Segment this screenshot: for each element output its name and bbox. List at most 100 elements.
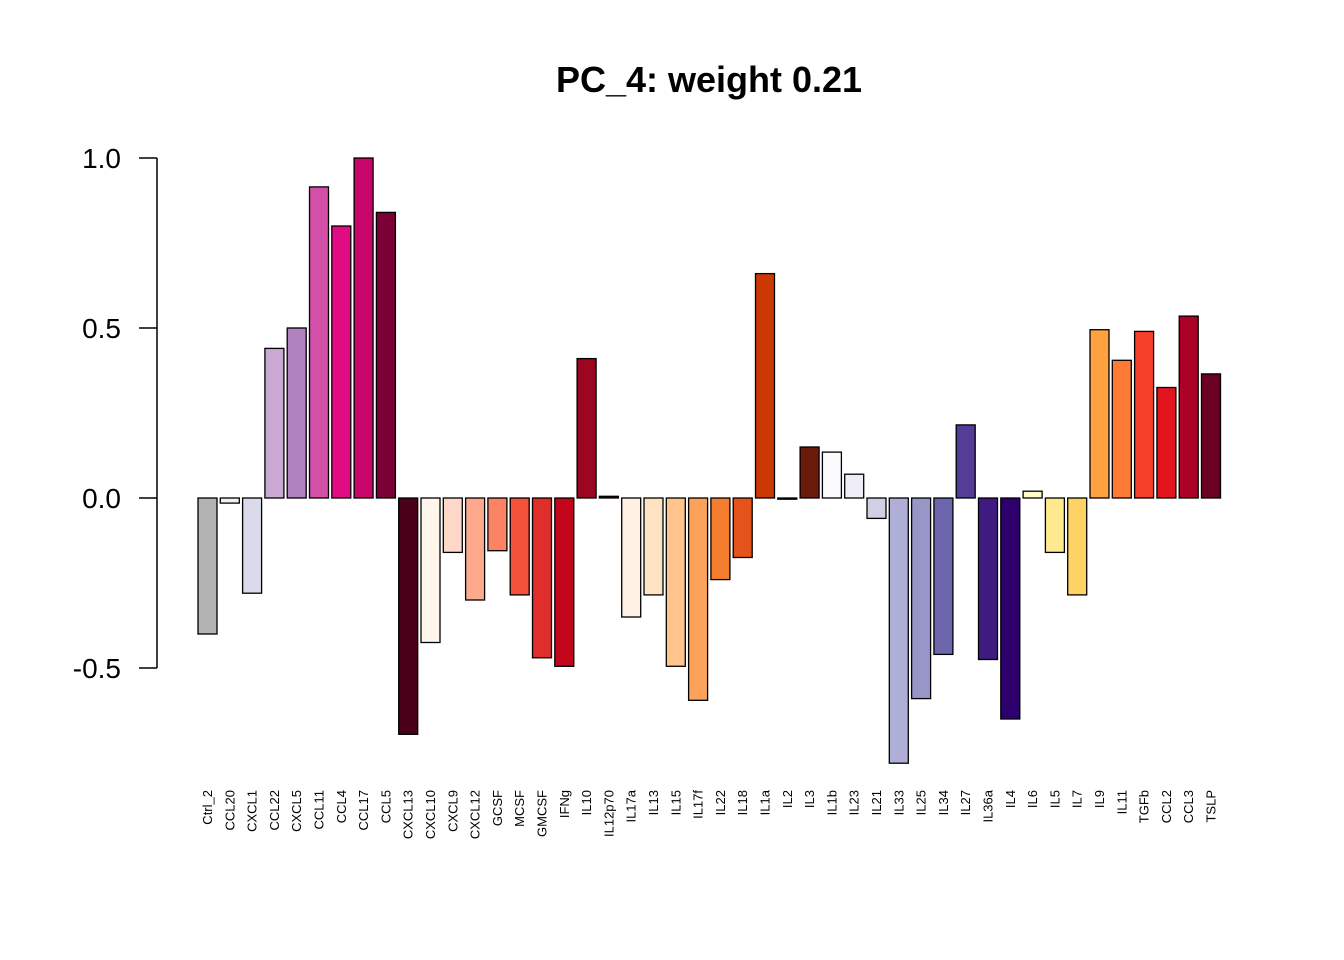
x-tick-label: IL6 xyxy=(1025,790,1040,808)
x-tick-label: IL34 xyxy=(936,790,951,815)
bar-il1a xyxy=(754,272,776,499)
bar-ccl22 xyxy=(264,347,285,499)
x-tick-label: IL10 xyxy=(579,790,594,815)
x-tick-label: CCL11 xyxy=(312,790,327,830)
bar-il4 xyxy=(1000,497,1021,720)
bar-il3 xyxy=(799,446,820,499)
bar-il9 xyxy=(1089,329,1110,499)
bar-ctrl-2 xyxy=(197,497,218,635)
bar-il21 xyxy=(866,497,887,520)
x-tick-label: CCL5 xyxy=(378,790,393,823)
bar-tslp xyxy=(1200,373,1222,499)
bar-il25 xyxy=(910,497,932,700)
bar-ccl11 xyxy=(308,186,330,499)
bar-il15 xyxy=(665,497,686,667)
x-tick-label: IL33 xyxy=(891,790,906,815)
bar-il1b xyxy=(821,451,843,499)
x-tick-label: CCL22 xyxy=(267,790,282,830)
bar-cxcl12 xyxy=(464,497,486,601)
x-tick-label: CXCL9 xyxy=(445,790,460,832)
bar-cxcl1 xyxy=(241,497,263,594)
bar-il23 xyxy=(844,473,865,499)
x-tick-label: IL21 xyxy=(869,790,884,815)
x-tick-label: IL36a xyxy=(981,789,996,822)
bar-tgfb xyxy=(1133,330,1155,499)
x-tick-label: CCL2 xyxy=(1159,790,1174,823)
y-tick-label: 0.5 xyxy=(82,313,121,344)
x-tick-label: IL17f xyxy=(691,790,706,819)
y-tick-label: 0.0 xyxy=(82,483,121,514)
x-tick-label: IL17a xyxy=(624,789,639,822)
bar-il6 xyxy=(1022,490,1043,499)
x-tick-label: MCSF xyxy=(512,790,527,827)
bar-il27 xyxy=(955,424,976,499)
x-tick-label: TSLP xyxy=(1204,790,1219,823)
x-tick-label: IL18 xyxy=(735,790,750,815)
x-tick-label: IFNg xyxy=(557,790,572,818)
bar-il5 xyxy=(1044,497,1066,554)
x-tick-label: GCSF xyxy=(490,790,505,826)
x-tick-label: IL22 xyxy=(713,790,728,815)
y-tick-label: -0.5 xyxy=(73,653,121,684)
x-tick-label: Ctrl_2 xyxy=(200,790,215,825)
x-tick-label: IL25 xyxy=(914,790,929,815)
x-tick-label: IL3 xyxy=(802,790,817,808)
x-tick-label: CCL4 xyxy=(334,790,349,823)
x-tick-label: IL5 xyxy=(1047,790,1062,808)
bar-ccl2 xyxy=(1156,386,1177,499)
bars-group xyxy=(197,157,1222,764)
x-tick-label: IL13 xyxy=(646,790,661,815)
bar-il17f xyxy=(687,497,709,701)
x-tick-label: IL9 xyxy=(1092,790,1107,808)
x-tick-label: CCL3 xyxy=(1181,790,1196,823)
bar-cxcl9 xyxy=(442,497,463,554)
bar-il36a xyxy=(977,497,999,661)
x-tick-label: IL2 xyxy=(780,790,795,808)
x-tick-label: IL1b xyxy=(824,790,839,815)
bar-ccl3 xyxy=(1178,315,1199,499)
x-tick-label: IL15 xyxy=(668,790,683,815)
x-tick-label: IL1a xyxy=(758,789,773,815)
chart-title: PC_4: weight 0.21 xyxy=(556,59,862,100)
x-tick-label: IL11 xyxy=(1114,790,1129,814)
bar-ifng xyxy=(554,497,575,667)
bar-il10 xyxy=(576,357,597,499)
x-tick-label: CXCL1 xyxy=(245,790,260,832)
bar-ccl17 xyxy=(353,157,374,499)
bar-ccl4 xyxy=(331,225,352,499)
bar-gcsf xyxy=(487,497,508,552)
x-tick-label: IL4 xyxy=(1003,790,1018,808)
bar-il7 xyxy=(1067,497,1088,596)
x-tick-label: CXCL5 xyxy=(289,790,304,832)
x-tick-label: IL27 xyxy=(958,790,973,815)
bar-ccl5 xyxy=(375,211,397,499)
bar-il2 xyxy=(777,497,798,500)
x-tick-label: CCL20 xyxy=(222,790,237,830)
bar-il22 xyxy=(710,497,731,581)
x-tick-label: CXCL12 xyxy=(468,790,483,839)
x-tick-label: IL12p70 xyxy=(601,790,616,837)
bar-ccl20 xyxy=(219,497,240,504)
x-tick-label: CXCL10 xyxy=(423,790,438,839)
x-tick-label: TGFb xyxy=(1137,790,1152,823)
bar-il17a xyxy=(621,497,642,618)
x-tick-label: CCL17 xyxy=(356,790,371,830)
bar-il13 xyxy=(643,497,664,596)
bar-cxcl5 xyxy=(286,327,307,499)
x-tick-label: CXCL13 xyxy=(401,790,416,839)
bar-il33 xyxy=(888,497,909,764)
bar-il18 xyxy=(732,497,753,559)
x-tick-label: IL7 xyxy=(1070,790,1085,808)
bar-mcsf xyxy=(509,497,530,596)
bar-gmcsf xyxy=(531,497,553,659)
y-axis: -0.5 0.0 0.5 1.0 xyxy=(73,143,158,684)
y-tick-label: 1.0 xyxy=(82,143,121,174)
x-tick-label: IL23 xyxy=(847,790,862,815)
bar-cxcl13 xyxy=(398,497,419,735)
bar-il34 xyxy=(933,497,954,656)
bar-il12p70 xyxy=(598,495,620,499)
bar-il11 xyxy=(1111,359,1132,499)
x-tick-labels: Ctrl_2 CCL20 CXCL1 CCL22 CXCL5 CCL11 CCL4 CCL17… xyxy=(200,789,1219,839)
bar-cxcl10 xyxy=(420,497,441,644)
